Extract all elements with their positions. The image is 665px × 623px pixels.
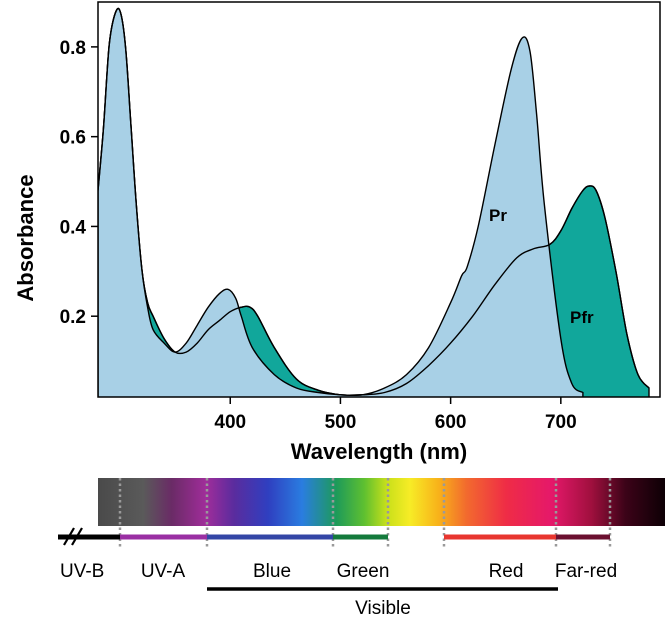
spectrum-color-bar (98, 478, 665, 526)
pr-series-label: Pr (489, 206, 507, 225)
y-tick-label: 0.4 (60, 217, 87, 238)
y-tick-label: 0.8 (60, 38, 86, 59)
axis-break-icon (63, 527, 83, 546)
x-axis-title: Wavelength (nm) (291, 439, 467, 464)
x-tick-label: 500 (325, 412, 357, 433)
x-tick-label: 700 (545, 412, 577, 433)
y-tick-label: 0.6 (60, 128, 86, 149)
pfr-spectrum-line (98, 7, 650, 396)
absorbance-plot: 0.2 0.4 0.6 0.8 400 500 600 700 Pr Pfr Wavelen… (13, 1, 661, 464)
pfr-series-label: Pfr (570, 308, 594, 327)
y-axis-ticks: 0.2 0.4 0.6 0.8 (60, 38, 98, 328)
axis-break-slash-1 (63, 527, 75, 546)
y-tick-label: 0.2 (60, 307, 86, 328)
x-axis-ticks: 400 500 600 700 (214, 397, 577, 433)
light-spectrum-legend: UV-B UV-A Blue Green Red Far-red Visible (58, 478, 665, 619)
band-label-green: Green (337, 561, 390, 582)
band-label-farred: Far-red (555, 561, 617, 582)
x-tick-label: 600 (435, 412, 467, 433)
band-label-uva: UV-A (141, 561, 186, 582)
band-label-uvb: UV-B (60, 561, 104, 582)
visible-label: Visible (355, 598, 411, 619)
axis-break-slash-2 (71, 527, 83, 546)
band-label-blue: Blue (253, 561, 291, 582)
x-tick-label: 400 (214, 412, 246, 433)
band-label-red: Red (489, 561, 524, 582)
y-axis-title: Absorbance (13, 174, 38, 301)
plot-frame (97, 1, 661, 398)
